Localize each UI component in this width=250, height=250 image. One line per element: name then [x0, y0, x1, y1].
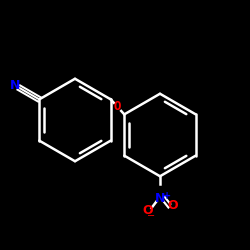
Text: N: N [155, 192, 165, 205]
Text: −: − [147, 210, 155, 220]
Text: O: O [142, 204, 153, 218]
Text: O: O [114, 100, 121, 114]
Text: N: N [10, 79, 20, 92]
Text: O: O [168, 199, 178, 212]
Text: +: + [163, 191, 171, 201]
